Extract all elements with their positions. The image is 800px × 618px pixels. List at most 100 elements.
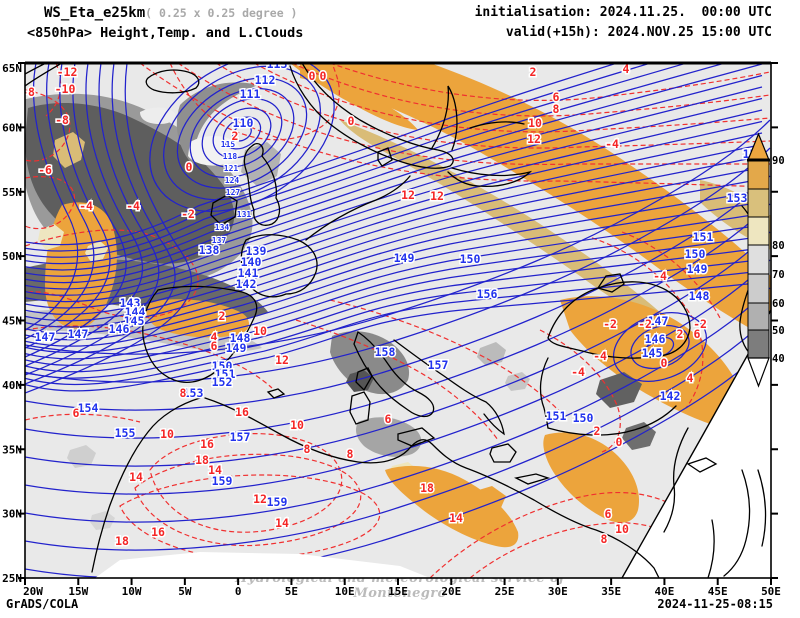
height-label: 149 [394,251,415,265]
height-contour-ring [232,124,252,142]
temp-label: 14 [208,463,222,477]
height-label: 157 [230,430,251,444]
lon-tick-label: 5E [285,585,298,598]
lon-tick-label: 45E [708,585,728,598]
temp-label: -2 [693,317,707,331]
init-time: initialisation: 2024.11.25. 00:00 UTC [474,5,772,20]
coastline [447,167,533,188]
height-contour-line [25,270,763,386]
height-contour-line [25,231,771,467]
temp-label: -4 [593,349,607,363]
coastline [663,427,689,533]
temp-contour-line [329,63,771,101]
temp-label: -6 [38,163,52,177]
temp-label: 0 [616,435,623,449]
cloud-shade-blob [188,136,241,166]
temp-label: 2 [594,424,601,438]
temp-label: 4 [623,62,630,76]
height-label: 110 [233,116,254,130]
temp-label: 10 [528,116,542,130]
height-contour-ring [163,65,321,201]
temp-label: 12 [401,188,415,202]
temp-contour-line [215,63,771,149]
lon-tick-label: 40E [654,585,674,598]
height-contour-line [25,189,763,341]
height-label: 147 [648,314,669,328]
cloud-cover-colorbar: 90 80 70 60 50 40 [747,132,785,388]
colorbar-segment [747,216,770,246]
lat-tick-label: 35N [2,443,22,456]
height-contour-line [25,132,763,309]
height-label: 140 [241,255,262,269]
height-label: 155 [115,426,136,440]
height-label: 151 [693,230,714,244]
temperature-contours [25,63,771,578]
height-contour-line [25,178,763,335]
height-label: 158 [375,345,396,359]
height-label: 150 [212,359,233,373]
height-contour-line [25,63,192,394]
lon-tick-label: 5W [178,585,192,598]
lat-tick-label: 60N [2,121,22,134]
height-contour-ring [201,98,283,168]
temp-label: 16 [151,525,165,539]
colorbar-segment [747,329,770,359]
height-contour-line [25,201,763,347]
temp-label: -8 [21,85,35,99]
height-label: 150 [573,411,594,425]
coastline [289,63,454,169]
temp-label: 8 [347,447,354,461]
height-label: 146 [645,332,666,346]
temp-contour-line [25,176,75,230]
page-title: WS_Eta_e25km( 0.25 x 0.25 degree ) [44,5,297,21]
lon-tick-label: 15E [388,585,408,598]
cloud-shade-blob [505,372,530,391]
height-label: 144 [125,305,146,319]
height-contour-line [25,63,689,258]
lon-tick-label: 35E [601,585,621,598]
cloud-shade-blob [85,241,108,262]
colorbar-label: 80 [772,240,785,252]
coastline [305,175,411,241]
height-label-small: 137 [212,236,227,245]
temp-label: 0 [320,69,327,83]
colorbar-label: 60 [772,298,785,310]
height-label-small: 124 [225,176,240,185]
coastline [469,121,525,129]
height-contour-line [25,74,763,277]
height-label: 151 [215,367,236,381]
coastlines [25,63,767,578]
height-contour-ring [189,87,295,179]
temp-label: 12 [275,353,289,367]
coastline [397,427,436,447]
height-label: 112 [255,73,276,87]
temp-label: 10 [290,418,304,432]
height-label: 150 [460,252,481,266]
cloud-shade-blob [176,82,258,166]
colorbar-label: 90 [772,155,785,167]
height-contour-ring [212,107,272,159]
height-contour-ring [176,77,308,189]
height-label: 149 [226,341,247,355]
temp-label: 2 [677,327,684,341]
height-contour-line [25,97,763,290]
coastline [204,397,660,578]
no-data-wedge-south [95,552,430,578]
height-label: 159 [267,495,288,509]
cloud-shade-blob [346,370,374,392]
height-contour-line [25,155,763,322]
height-label: 139 [246,244,267,258]
temp-label: 0 [309,69,316,83]
lat-tick-label: 45N [2,315,22,328]
temp-label: 6 [385,412,392,426]
lon-tick-label: 25E [495,585,515,598]
lon-tick-label: 15W [68,585,88,598]
height-contour-line [25,63,127,358]
colorbar-segment [747,188,770,218]
height-contour-line [25,212,763,354]
lon-tick-label: 10W [122,585,142,598]
temp-label: 8 [180,386,187,400]
colorbar-segment [747,302,770,331]
temp-contour-line [119,474,381,560]
